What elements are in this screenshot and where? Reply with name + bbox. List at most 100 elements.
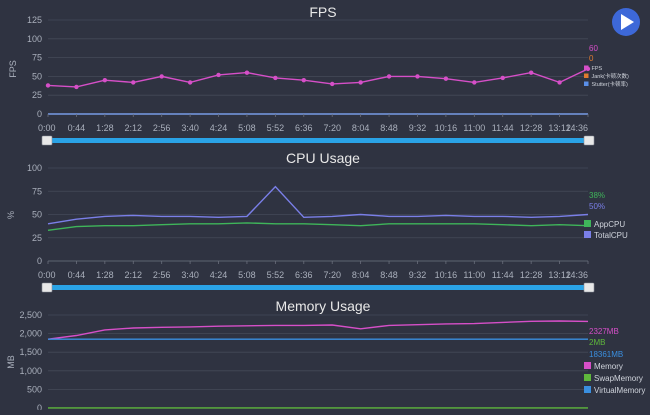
- x-tick-label: 14:36: [565, 123, 588, 133]
- fps-data-point: [472, 80, 477, 85]
- cpu-x-ticks: 0:00 0:44 1:28 2:12 2:56 3:40 4:24 5:08 5:52 6:36…: [38, 261, 589, 280]
- app-cpu-current-value: 38%: [589, 191, 605, 200]
- cpu-series: [47, 185, 589, 231]
- x-tick-label: 0:44: [68, 123, 86, 133]
- x-tick-label: 11:44: [492, 123, 514, 133]
- memory-series: [47, 320, 589, 409]
- fps-data-point: [301, 77, 306, 83]
- fps-data-point: [415, 74, 420, 79]
- swapmemory-legend-swatch: [584, 374, 591, 381]
- fps-data-point: [528, 70, 534, 75]
- fps-data-point: [557, 80, 562, 85]
- cpu-chart: CPU Usage % 0 25 50 75 100 0:00 0:44 1:28 2:12 2…: [6, 150, 628, 293]
- memory-legend-swatch: [584, 362, 591, 369]
- x-tick-label: 6:36: [295, 123, 313, 133]
- fps-data-point: [74, 84, 79, 90]
- x-tick-label: 13:12: [548, 270, 571, 280]
- x-tick-label: 3:40: [181, 270, 199, 280]
- totalcpu-legend-label: TotalCPU: [594, 231, 628, 240]
- x-tick-label: 3:40: [181, 123, 199, 133]
- y-tick-label: 125: [27, 15, 42, 25]
- fps-data-point: [131, 80, 136, 85]
- y-tick-label: 1,000: [19, 366, 42, 376]
- virtual-memory-current-value: 18361MB: [589, 350, 623, 359]
- memory-legend-label: Memory: [594, 362, 623, 371]
- y-tick-label: 500: [27, 384, 42, 394]
- cpu-scrollbar-right-handle[interactable]: [583, 282, 595, 293]
- x-tick-label: 1:28: [96, 123, 114, 133]
- x-tick-label: 1:28: [96, 270, 114, 280]
- fps-legend-swatch: [584, 65, 589, 70]
- y-tick-label: 2,000: [19, 329, 42, 339]
- x-tick-label: 5:08: [238, 270, 256, 280]
- x-tick-label: 6:36: [295, 270, 313, 280]
- memory-current-value: 2327MB: [589, 327, 619, 336]
- fps-data-point: [386, 74, 392, 79]
- fps-data-point: [102, 77, 108, 83]
- fps-scrollbar-right-handle[interactable]: [583, 135, 595, 146]
- jank-current-value: 0: [589, 54, 594, 63]
- virtualmemory-legend-swatch: [584, 386, 591, 393]
- appcpu-legend-label: AppCPU: [594, 220, 625, 229]
- x-tick-label: 8:48: [380, 123, 398, 133]
- fps-data-point: [216, 72, 221, 78]
- y-tick-label: 2,500: [19, 310, 42, 320]
- x-tick-label: 0:44: [68, 270, 86, 280]
- fps-data-point: [187, 80, 193, 85]
- memory-legend: Memory SwapMemory VirtualMemory: [584, 362, 645, 395]
- y-tick-label: 0: [37, 256, 42, 266]
- swap-memory-current-value: 2MB: [589, 338, 605, 347]
- fps-scrollbar-track[interactable]: [48, 138, 588, 143]
- x-tick-label: 2:56: [153, 123, 171, 133]
- fps-current-value: 60: [589, 44, 598, 53]
- y-tick-label: 50: [32, 210, 42, 220]
- x-tick-label: 8:04: [352, 123, 370, 133]
- x-tick-label: 13:12: [548, 123, 571, 133]
- stutter-legend-label: Stutter(卡顿率): [592, 80, 629, 88]
- x-tick-label: 8:48: [380, 270, 398, 280]
- fps-scrollbar-left-handle[interactable]: [41, 135, 53, 146]
- fps-x-ticks: 0:00 0:44 1:28 2:12 2:56 3:40 4:24 5:08 5:52 6:36…: [38, 114, 589, 133]
- fps-time-scrollbar[interactable]: [41, 135, 595, 146]
- fps-data-point: [244, 70, 250, 75]
- x-tick-label: 12:28: [520, 123, 543, 133]
- x-tick-label: 0:00: [38, 123, 56, 133]
- fps-series-line: [47, 68, 589, 88]
- play-button[interactable]: [612, 8, 640, 36]
- cpu-scrollbar-left-handle[interactable]: [41, 282, 53, 293]
- x-tick-label: 9:32: [409, 123, 427, 133]
- cpu-scrollbar-track[interactable]: [48, 285, 588, 290]
- total-cpu-current-value: 50%: [589, 202, 605, 211]
- x-tick-label: 9:32: [409, 270, 427, 280]
- fps-y-axis-label: FPS: [8, 60, 18, 78]
- fps-gridlines: [48, 19, 588, 115]
- appcpu-legend-swatch: [584, 220, 591, 227]
- cpu-gridlines: [48, 167, 588, 262]
- x-tick-label: 7:20: [323, 270, 341, 280]
- x-tick-label: 10:16: [435, 270, 458, 280]
- cpu-y-axis-label: %: [6, 211, 16, 219]
- x-tick-label: 2:56: [153, 270, 171, 280]
- x-tick-label: 11:00: [463, 123, 485, 133]
- memory-chart: Memory Usage MB 0 500 1,000 1,500 2,000 2,500…: [6, 298, 645, 413]
- fps-data-point: [443, 76, 449, 81]
- memory-series-line: [47, 320, 589, 340]
- jank-legend-label: Jank(卡顿次数): [592, 72, 629, 80]
- y-tick-label: 1,500: [19, 347, 42, 357]
- virtualmemory-legend-label: VirtualMemory: [594, 386, 645, 395]
- fps-chart-title: FPS: [309, 4, 336, 20]
- y-tick-label: 50: [32, 71, 42, 81]
- swapmemory-legend-label: SwapMemory: [594, 374, 643, 383]
- y-tick-label: 0: [37, 109, 42, 119]
- x-tick-label: 7:20: [323, 123, 341, 133]
- fps-data-point: [45, 83, 51, 88]
- fps-legend-label: FPS: [592, 66, 603, 72]
- cpu-time-scrollbar[interactable]: [41, 282, 595, 293]
- cpu-legend: AppCPU TotalCPU: [584, 220, 628, 240]
- appcpu-series-line: [47, 222, 589, 231]
- play-icon: [621, 14, 634, 30]
- x-tick-label: 4:24: [210, 123, 228, 133]
- fps-data-point: [273, 75, 278, 81]
